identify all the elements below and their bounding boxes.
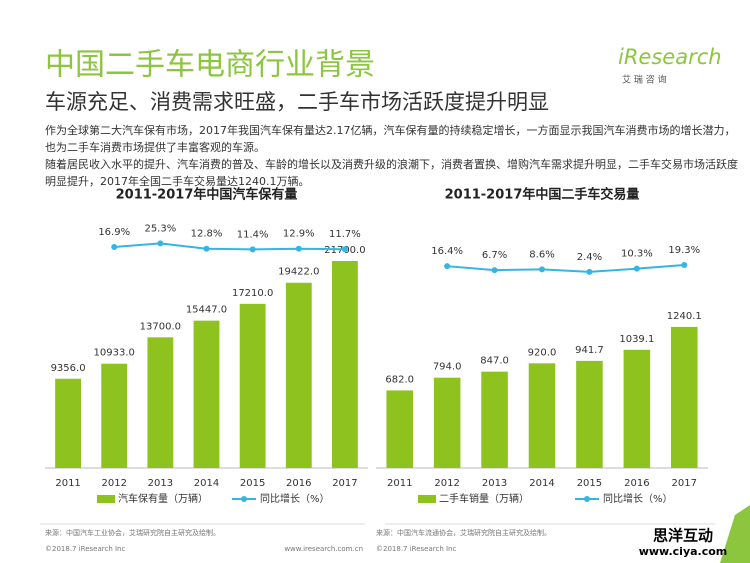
bar bbox=[481, 371, 508, 468]
x-tick-label: 2011 bbox=[55, 478, 80, 489]
value-label: 1240.1 bbox=[667, 311, 702, 322]
line-point bbox=[444, 263, 451, 270]
value-label: 11.7% bbox=[329, 229, 361, 240]
bar bbox=[239, 303, 266, 468]
value-label: 11.4% bbox=[237, 229, 269, 240]
legend-label: 同比增长（%） bbox=[603, 492, 673, 505]
logo-tagline: 艾 瑞 咨 询 bbox=[622, 74, 667, 86]
site-url: www.iresearch.com.cn bbox=[284, 545, 363, 553]
value-label: 13700.0 bbox=[140, 321, 181, 332]
bar bbox=[386, 390, 413, 468]
value-label: 19.3% bbox=[668, 245, 700, 256]
legend-swatch bbox=[418, 495, 436, 503]
value-label: 25.3% bbox=[144, 223, 176, 234]
legend-swatch bbox=[241, 496, 247, 502]
legend-swatch bbox=[97, 495, 115, 503]
x-tick-label: 2012 bbox=[434, 478, 459, 489]
value-label: 8.6% bbox=[529, 249, 554, 260]
x-tick-label: 2014 bbox=[529, 478, 554, 489]
watermark-name: 思洋互动 bbox=[653, 527, 713, 545]
value-label: 1039.1 bbox=[619, 334, 654, 345]
line-point bbox=[295, 245, 302, 252]
bar bbox=[433, 377, 461, 468]
x-tick-label: 2016 bbox=[286, 478, 311, 489]
legend-label: 同比增长（%） bbox=[260, 492, 330, 505]
x-tick-label: 2013 bbox=[482, 478, 507, 489]
bar bbox=[55, 378, 81, 468]
bar bbox=[285, 282, 312, 468]
value-label: 19422.0 bbox=[278, 267, 319, 278]
line-point bbox=[341, 246, 348, 253]
bar bbox=[576, 360, 603, 468]
value-label: 17210.0 bbox=[232, 288, 273, 299]
source-note: 来源：中国汽车流通协会，艾瑞研究院自主研究及绘制。 bbox=[376, 528, 551, 537]
x-tick-label: 2012 bbox=[101, 478, 126, 489]
line bbox=[447, 264, 685, 273]
line-point bbox=[249, 246, 256, 253]
value-label: 6.7% bbox=[482, 250, 507, 261]
line-point bbox=[681, 262, 688, 269]
watermark-url: www.ciya.com bbox=[639, 545, 728, 558]
bar bbox=[623, 349, 651, 468]
legend-label: 汽车保有量（万辆） bbox=[118, 492, 208, 505]
value-label: 794.0 bbox=[433, 362, 462, 373]
value-label: 12.8% bbox=[191, 229, 223, 240]
line-point bbox=[157, 240, 164, 247]
x-tick-label: 2016 bbox=[624, 478, 649, 489]
value-label: 847.0 bbox=[480, 356, 509, 367]
bar bbox=[332, 261, 358, 468]
bar bbox=[147, 337, 174, 468]
value-label: 16.4% bbox=[431, 246, 463, 257]
line-point bbox=[203, 245, 210, 252]
x-tick-label: 2014 bbox=[194, 478, 219, 489]
line bbox=[114, 242, 345, 251]
x-tick-label: 2015 bbox=[577, 478, 602, 489]
line-point bbox=[491, 267, 498, 274]
x-tick-label: 2011 bbox=[387, 478, 412, 489]
value-label: 682.0 bbox=[385, 374, 414, 385]
slide-subtitle: 车源充足、消费需求旺盛，二手车市场活跃度提升明显 bbox=[45, 90, 549, 114]
copyright: ©2018.7 iResearch Inc bbox=[45, 545, 125, 553]
body-text: 作为全球第二大汽车保有市场，2017年我国汽车保有量达2.17亿辆，汽车保有量的… bbox=[45, 122, 745, 190]
source-note: 来源：中国汽车工业协会，艾瑞研究院自主研究及绘制。 bbox=[45, 528, 220, 537]
chart-title: 2011-2017年中国二手车交易量 bbox=[445, 187, 640, 203]
x-tick-label: 2013 bbox=[148, 478, 173, 489]
value-label: 16.9% bbox=[98, 227, 130, 238]
paragraph: 随着居民收入水平的提升、汽车消费的普及、车龄的增长以及消费升级的浪潮下，消费者置… bbox=[45, 158, 738, 188]
legend-label: 二手车销量（万辆） bbox=[439, 492, 529, 505]
value-label: 941.7 bbox=[575, 345, 604, 356]
value-label: 15447.0 bbox=[186, 305, 227, 316]
value-label: 9356.0 bbox=[51, 363, 86, 374]
value-label: 2.4% bbox=[577, 252, 602, 263]
copyright: ©2018.7 iResearch Inc bbox=[376, 545, 456, 553]
line-point bbox=[111, 243, 118, 250]
legend-swatch bbox=[584, 496, 590, 502]
slide-title: 中国二手车电商行业背景 bbox=[45, 48, 375, 83]
bar bbox=[671, 326, 698, 468]
bar bbox=[528, 363, 556, 468]
value-label: 12.9% bbox=[283, 229, 315, 240]
paragraph: 作为全球第二大汽车保有市场，2017年我国汽车保有量达2.17亿辆，汽车保有量的… bbox=[45, 124, 736, 154]
x-tick-label: 2017 bbox=[672, 478, 697, 489]
bar bbox=[101, 363, 128, 468]
chart-title: 2011-2017年中国汽车保有量 bbox=[116, 187, 298, 203]
bar bbox=[193, 320, 220, 468]
x-tick-label: 2017 bbox=[332, 478, 357, 489]
value-label: 10933.0 bbox=[94, 348, 135, 359]
corner-decoration bbox=[720, 505, 750, 563]
value-label: 10.3% bbox=[621, 249, 653, 260]
x-tick-label: 2015 bbox=[240, 478, 265, 489]
line-point bbox=[586, 268, 593, 275]
value-label: 920.0 bbox=[528, 347, 557, 358]
logo-name: iResearch bbox=[618, 45, 722, 69]
line-point bbox=[539, 266, 545, 273]
line-point bbox=[633, 265, 640, 272]
